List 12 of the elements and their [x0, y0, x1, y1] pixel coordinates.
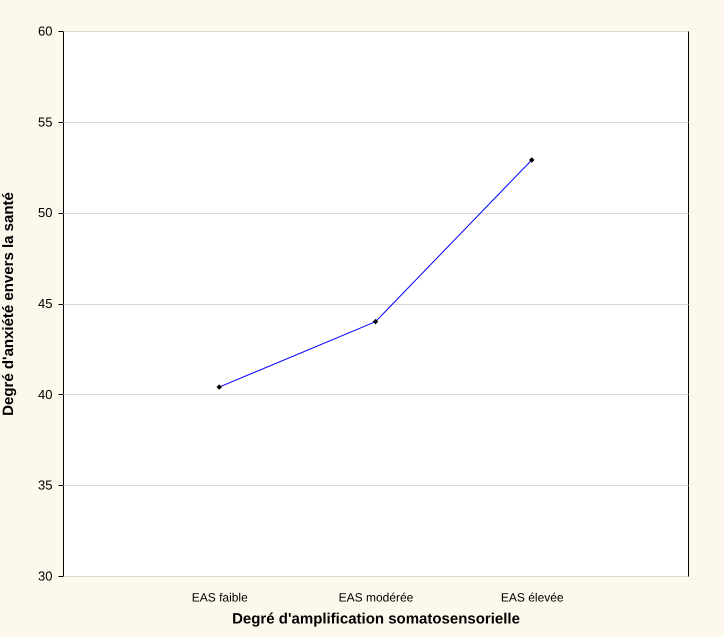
y-tick-label: 60 [38, 24, 52, 38]
x-axis-title: Degré d'amplification somatosensorielle [232, 610, 520, 628]
y-axis-title: Degré d'anxiété envers la santé [0, 192, 18, 416]
y-tick-label: 35 [38, 478, 52, 493]
y-tick-label: 30 [38, 568, 52, 584]
x-tick-label: EAS faible [192, 590, 248, 604]
y-tick-label: 55 [38, 114, 52, 130]
x-tick-label: EAS élevée [500, 590, 564, 604]
y-tick-label: 50 [38, 205, 52, 220]
y-tick-label: 45 [38, 296, 52, 311]
y-tick-label: 40 [38, 386, 52, 402]
x-tick-label: EAS modérée [338, 590, 414, 604]
